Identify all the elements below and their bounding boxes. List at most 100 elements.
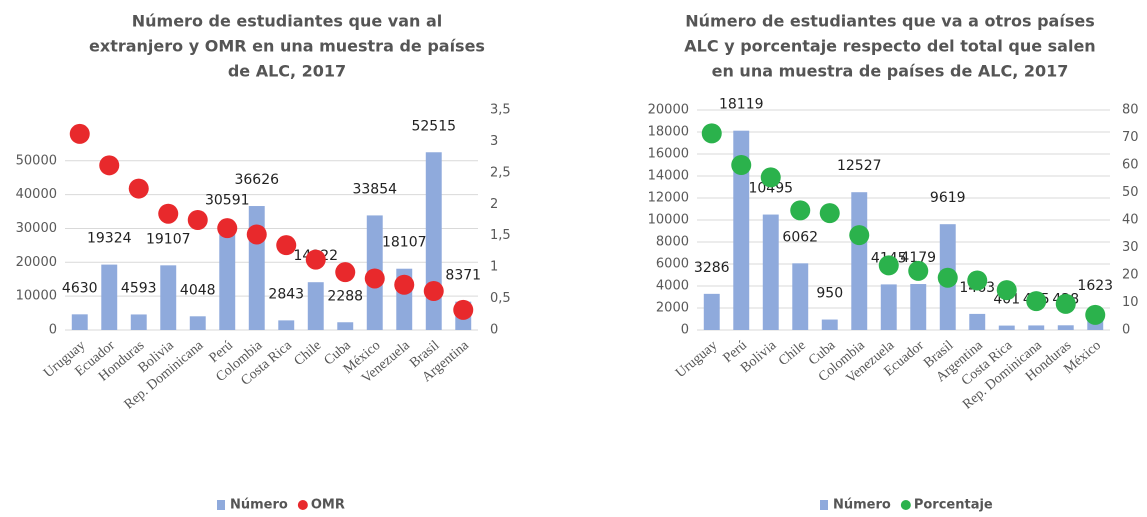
dot [217,218,238,239]
dot [128,178,149,199]
dot [246,224,267,245]
legend-marker [297,500,308,510]
data-label: 30591 [205,192,250,208]
bar [278,320,295,330]
dot [701,123,722,144]
dot [69,123,90,144]
bar [101,264,118,330]
bar [219,226,236,330]
y2-tick-label: 1 [490,260,498,275]
data-label: 19107 [146,231,191,247]
y2-tick-label: 50 [1122,185,1139,200]
y-tick-label: 40000 [16,187,57,202]
bar [792,263,809,330]
y2-tick-label: 0,5 [490,291,511,306]
y-tick-label: 2000 [656,301,689,316]
bar [425,152,442,330]
y2-tick-label: 60 [1122,158,1139,173]
bar [821,319,838,330]
legend-label: OMR [311,498,345,513]
x-tick-label: Uruguay [673,338,720,381]
data-label: 8371 [445,268,481,284]
chart-title: extranjero y OMR en una muestra de paíse… [89,37,485,56]
legend-label: Número [230,498,288,513]
y2-tick-label: 3,5 [490,103,511,118]
dot [760,167,781,188]
data-label: 10495 [748,181,793,197]
chart-title: Número de estudiantes que va a otros paí… [685,12,1094,31]
x-tick-label: Chile [776,338,809,369]
legend-marker [820,500,828,510]
legend-label: Porcentaje [914,498,993,513]
dot [1085,304,1106,325]
data-label: 4179 [900,250,936,266]
chart-title: ALC y porcentaje respecto del total que … [684,37,1095,56]
data-label: 4630 [62,280,98,296]
data-label: 950 [816,286,843,302]
bar [969,313,986,330]
bar [1028,325,1045,330]
dot [276,235,297,256]
dot [790,200,811,221]
y-tick-label: 20000 [16,255,57,270]
chart: Número de estudiantes que van al extranje… [16,12,511,513]
dot [967,270,988,291]
dot [305,249,326,270]
data-label: 52515 [411,118,456,134]
dot [849,225,870,246]
dot [819,203,840,224]
y2-tick-label: 3 [490,134,498,149]
dot [937,267,958,288]
data-label: 18119 [719,97,764,113]
data-label: 9619 [930,190,966,206]
data-label: 6062 [782,229,818,245]
y-tick-label: 16000 [648,147,689,162]
dot [996,280,1017,301]
bar [71,314,88,330]
chart-title: en una muestra de países de ALC, 2017 [712,62,1069,81]
bar [762,214,779,330]
data-label: 36626 [234,172,279,188]
y2-tick-label: 20 [1122,268,1139,283]
data-label: 33854 [352,181,397,197]
data-label: 1623 [1077,278,1113,294]
data-label: 19324 [87,231,132,247]
y-tick-label: 20000 [648,103,689,118]
y-tick-label: 18000 [648,125,689,140]
bar [189,316,206,330]
bar [1057,325,1074,330]
dot [364,268,385,289]
bar [851,192,868,330]
y2-tick-label: 0 [1122,323,1130,338]
dot [423,281,444,302]
y-tick-label: 30000 [16,221,57,236]
dot [158,203,179,224]
dot [394,274,415,295]
chart-title: Número de estudiantes que van al [132,12,443,31]
y-tick-label: 8000 [656,235,689,250]
dot [335,262,356,283]
y2-tick-label: 2,5 [490,165,511,180]
data-label: 2843 [268,286,304,302]
y-tick-label: 0 [681,323,689,338]
data-label: 4593 [121,280,157,296]
dot [908,260,929,281]
legend-marker [900,500,911,510]
y-tick-label: 6000 [656,257,689,272]
y-tick-label: 12000 [648,191,689,206]
y-tick-label: 10000 [648,213,689,228]
data-label: 3286 [694,260,730,276]
dot [99,155,120,176]
bar [733,130,750,330]
y2-tick-label: 70 [1122,130,1139,145]
bar [130,314,147,330]
data-label: 18107 [382,235,427,251]
data-label: 2288 [327,288,363,304]
dot [878,255,899,276]
y2-tick-label: 40 [1122,213,1139,228]
dot [1055,293,1076,314]
bar [910,284,927,330]
y2-tick-label: 30 [1122,240,1139,255]
dot [453,299,474,320]
y2-tick-label: 80 [1122,103,1139,118]
